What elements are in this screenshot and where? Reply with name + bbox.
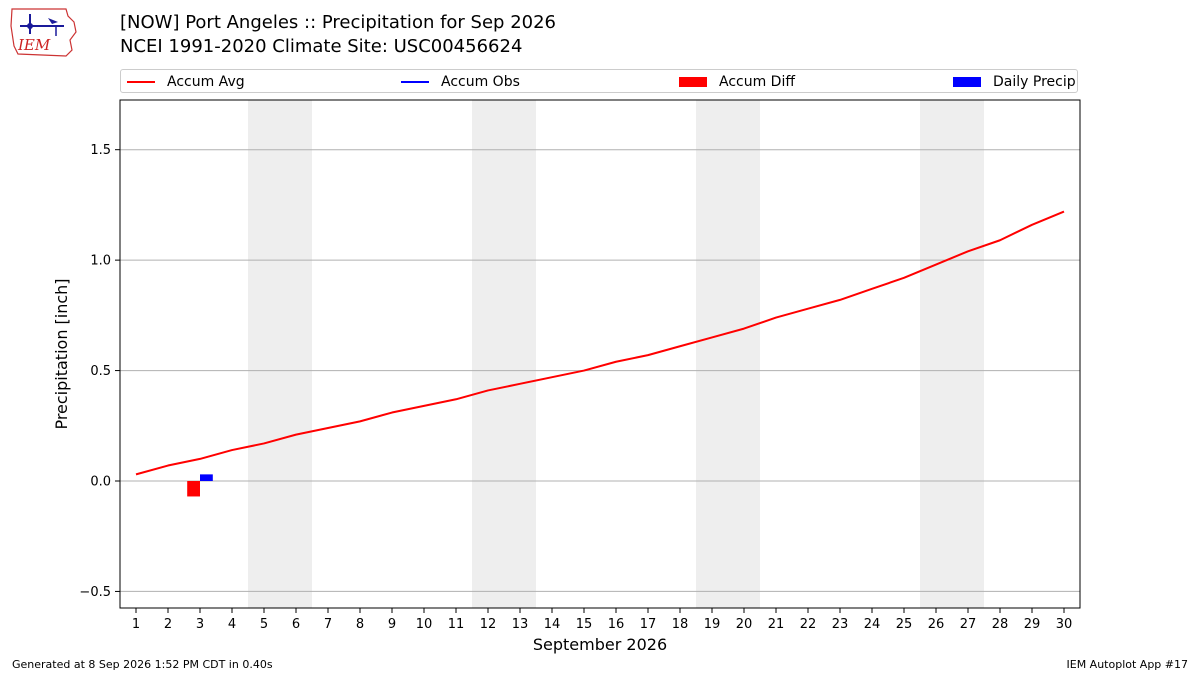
weekend-band-1	[248, 100, 312, 608]
x-tick-label: 9	[388, 617, 396, 632]
y-axis-ticks: −0.5 0.0 0.5 1.0 1.5	[79, 143, 120, 600]
weekend-band-4	[920, 100, 984, 608]
y-axis-label: Precipitation [inch]	[52, 278, 71, 429]
bars	[187, 474, 213, 497]
legend-item-accum-obs: Accum Obs	[401, 73, 520, 91]
legend-swatch-accum-obs	[401, 81, 429, 83]
y-tick-label: −0.5	[79, 585, 111, 600]
x-tick-label: 25	[896, 617, 913, 632]
x-tick-label: 20	[736, 617, 753, 632]
bar-daily-precip	[200, 474, 213, 481]
weekend-band-3	[696, 100, 760, 608]
footer-app: IEM Autoplot App #17	[1066, 658, 1189, 671]
legend: Accum Avg Accum Obs Accum Diff Daily Pre…	[120, 69, 1078, 93]
x-tick-label: 15	[576, 617, 593, 632]
x-tick-label: 17	[640, 617, 657, 632]
series-line-accum-avg	[135, 210, 1065, 476]
x-axis-label: September 2026	[533, 635, 667, 654]
x-tick-label: 14	[544, 617, 561, 632]
y-tick-label: 0.5	[90, 364, 111, 379]
x-tick-label: 18	[672, 617, 689, 632]
y-tick-label: 1.0	[90, 254, 111, 269]
x-tick-label: 27	[960, 617, 977, 632]
y-tick-label: 0.0	[90, 475, 111, 490]
x-tick-label: 5	[260, 617, 268, 632]
x-tick-label: 2	[164, 617, 172, 632]
series-lines	[135, 210, 1065, 476]
legend-label-accum-obs: Accum Obs	[441, 74, 520, 90]
iem-logo-text: IEM	[17, 36, 51, 54]
y-tick-label: 1.5	[90, 143, 111, 158]
x-tick-label: 8	[356, 617, 364, 632]
x-tick-label: 7	[324, 617, 332, 632]
x-tick-label: 10	[416, 617, 433, 632]
x-tick-label: 26	[928, 617, 945, 632]
iem-logo-icon: IEM	[10, 8, 77, 57]
chart-subtitle: NCEI 1991-2020 Climate Site: USC00456624	[120, 36, 523, 57]
weekend-shading	[248, 100, 984, 608]
bar-accum-diff	[187, 481, 200, 497]
y-gridlines	[120, 149, 1080, 592]
x-axis-ticks: 1 2 3 4 5 6 7 8 9 10 11 12 13 14 15 16 17 18 19 20 21 22 23 24 2…	[132, 608, 1072, 632]
legend-swatch-accum-avg	[127, 81, 155, 83]
x-tick-label: 16	[608, 617, 625, 632]
x-tick-label: 1	[132, 617, 140, 632]
x-tick-label: 12	[480, 617, 497, 632]
legend-swatch-accum-diff	[679, 77, 707, 87]
x-tick-label: 29	[1024, 617, 1041, 632]
x-tick-label: 19	[704, 617, 721, 632]
x-tick-label: 28	[992, 617, 1009, 632]
plot-frame	[119, 99, 1081, 609]
x-tick-label: 11	[448, 617, 465, 632]
x-tick-label: 13	[512, 617, 529, 632]
x-tick-label: 3	[196, 617, 204, 632]
iem-logo: IEM	[8, 6, 80, 58]
legend-item-accum-avg: Accum Avg	[127, 73, 245, 91]
x-tick-label: 4	[228, 617, 236, 632]
legend-swatch-daily-precip	[953, 77, 981, 87]
chart-title: [NOW] Port Angeles :: Precipitation for …	[120, 12, 557, 33]
legend-item-accum-diff: Accum Diff	[679, 73, 795, 91]
x-tick-label: 6	[292, 617, 300, 632]
weekend-band-2	[472, 100, 536, 608]
legend-label-daily-precip: Daily Precip	[993, 74, 1076, 90]
x-tick-label: 23	[832, 617, 849, 632]
x-tick-label: 24	[864, 617, 881, 632]
x-tick-label: 22	[800, 617, 817, 632]
x-tick-label: 21	[768, 617, 785, 632]
legend-label-accum-avg: Accum Avg	[167, 74, 245, 90]
footer-generated: Generated at 8 Sep 2026 1:52 PM CDT in 0…	[12, 658, 273, 671]
legend-item-daily-precip: Daily Precip	[953, 73, 1076, 91]
legend-label-accum-diff: Accum Diff	[719, 74, 796, 90]
x-tick-label: 30	[1056, 617, 1073, 632]
